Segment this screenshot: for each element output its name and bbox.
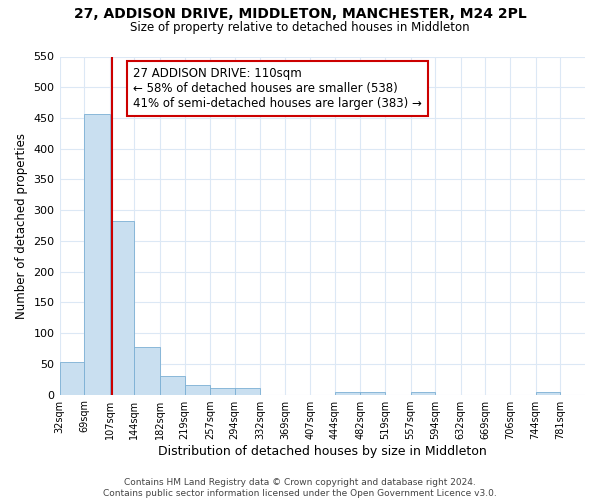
Bar	[59, 362, 84, 394]
Text: Size of property relative to detached houses in Middleton: Size of property relative to detached ho…	[130, 21, 470, 34]
Bar	[210, 388, 235, 394]
Bar	[410, 392, 435, 394]
Bar	[335, 392, 361, 394]
Y-axis label: Number of detached properties: Number of detached properties	[15, 132, 28, 318]
Bar	[361, 392, 385, 394]
Text: 27 ADDISON DRIVE: 110sqm
← 58% of detached houses are smaller (538)
41% of semi-: 27 ADDISON DRIVE: 110sqm ← 58% of detach…	[133, 66, 422, 110]
Bar	[110, 220, 134, 394]
Bar	[235, 388, 260, 394]
Bar	[536, 392, 560, 394]
Bar	[160, 376, 185, 394]
X-axis label: Distribution of detached houses by size in Middleton: Distribution of detached houses by size …	[158, 444, 487, 458]
Text: Contains HM Land Registry data © Crown copyright and database right 2024.
Contai: Contains HM Land Registry data © Crown c…	[103, 478, 497, 498]
Bar	[134, 346, 160, 395]
Bar	[185, 386, 210, 394]
Text: 27, ADDISON DRIVE, MIDDLETON, MANCHESTER, M24 2PL: 27, ADDISON DRIVE, MIDDLETON, MANCHESTER…	[74, 8, 526, 22]
Bar	[84, 114, 110, 394]
